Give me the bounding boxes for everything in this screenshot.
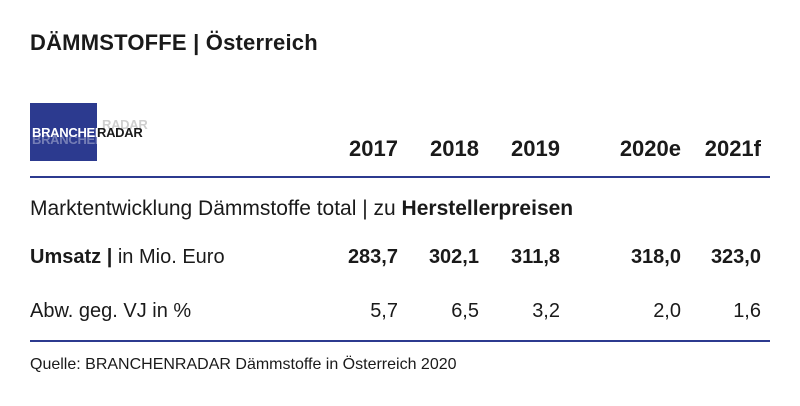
logo-ext-text: RADAR — [97, 125, 143, 140]
row-label-umsatz: Umsatz | in Mio. Euro — [30, 246, 225, 269]
table-cell: 323,0 — [710, 246, 761, 268]
row-label-rest: in Mio. Euro — [112, 246, 225, 268]
row-label-abweichung: Abw. geg. VJ in % — [30, 300, 191, 323]
section-heading-emphasis: Herstellerpreisen — [401, 197, 574, 220]
logo-ext-ghost-text: RADAR — [102, 117, 148, 132]
year-header: 2019 — [511, 136, 560, 161]
table-cell: 6,5 — [451, 300, 479, 322]
section-heading: Marktentwicklung Dämmstoffe total | zu H… — [30, 197, 573, 221]
table-cell: 1,6 — [733, 300, 761, 322]
table-cell: 302,1 — [428, 246, 479, 268]
table-cell: 318,0 — [630, 246, 681, 268]
table-cell: 283,7 — [347, 246, 398, 268]
year-header: 2020e — [619, 136, 681, 161]
source-note: Quelle: BRANCHENRADAR Dämmstoffe in Öste… — [30, 356, 457, 373]
table-cell: 5,7 — [370, 300, 398, 322]
section-heading-prefix: Marktentwicklung Dämmstoffe total | zu — [30, 197, 402, 220]
footer-divider — [30, 340, 770, 342]
year-header: 2021f — [704, 136, 761, 161]
page-title: DÄMMSTOFFE | Österreich — [30, 30, 318, 55]
row-label-rest: Abw. geg. VJ in % — [30, 300, 192, 322]
header-divider — [30, 176, 770, 178]
branchenradar-logo: BRANCHEN BRANCHEN RADAR RADAR — [30, 103, 148, 161]
table-cell: 311,8 — [511, 246, 560, 268]
table-cell: 2,0 — [653, 300, 681, 322]
logo-text: BRANCHEN — [32, 125, 104, 140]
row-label-bold: Umsatz | — [30, 246, 113, 268]
year-header: 2018 — [430, 136, 479, 161]
table-cell: 3,2 — [532, 300, 560, 322]
year-header: 2017 — [349, 136, 398, 161]
logo-ghost-text: BRANCHEN — [32, 132, 104, 147]
